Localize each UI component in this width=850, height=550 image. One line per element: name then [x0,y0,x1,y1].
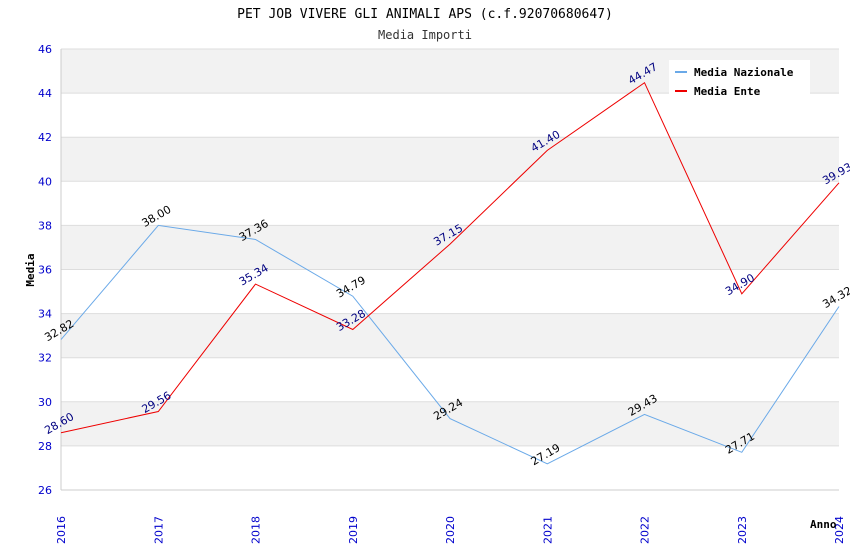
data-label: 34.79 [334,274,368,301]
y-tick-label: 34 [38,308,52,321]
y-tick-label: 38 [38,219,52,232]
series-lines [60,81,840,465]
y-tick-label: 26 [38,484,52,497]
y-tick-label: 44 [38,87,52,100]
grid-lines [60,48,839,491]
data-label: 34.90 [723,271,757,298]
grid-band [61,401,839,446]
x-tick-label: 2017 [152,516,165,544]
x-tick-label: 2022 [639,516,652,544]
y-axis-label: Media [24,253,37,286]
data-label: 34.32 [820,284,850,311]
x-tick-label: 2019 [347,516,360,544]
grid-band [61,313,839,358]
series-line [60,81,840,434]
y-tick-label: 28 [38,440,52,453]
y-tick-label: 30 [38,396,52,409]
x-tick-label: 2021 [541,516,554,544]
x-tick-label: 2018 [250,516,263,544]
x-tick-label: 2024 [833,516,846,544]
y-tick-label: 46 [38,43,52,56]
y-tick-label: 42 [38,131,52,144]
grid-band [61,225,839,270]
y-tick-label: 40 [38,175,52,188]
legend-label: Media Nazionale [694,66,794,79]
legend: Media Nazionale Media Ente [669,60,810,98]
y-tick-label: 36 [38,264,52,277]
series-line [60,224,840,465]
x-tick-label: 2020 [444,516,457,544]
chart-title: PET JOB VIVERE GLI ANIMALI APS (c.f.9207… [237,7,613,22]
x-axis-label: Anno [810,518,837,531]
y-tick-label: 32 [38,352,52,365]
grid-band [61,137,839,182]
x-tick-label: 2023 [736,516,749,544]
y-axis-ticks: 26 28 30 32 34 36 38 40 42 44 46 [38,43,52,497]
x-axis-ticks: 2016 2017 2018 2019 2020 2021 2022 2023 2024 [55,516,846,544]
legend-box [669,60,810,98]
chart-subtitle: Media Importi [378,28,472,42]
grid-bands [61,49,839,446]
legend-label: Media Ente [694,85,761,98]
x-tick-label: 2016 [55,516,68,544]
